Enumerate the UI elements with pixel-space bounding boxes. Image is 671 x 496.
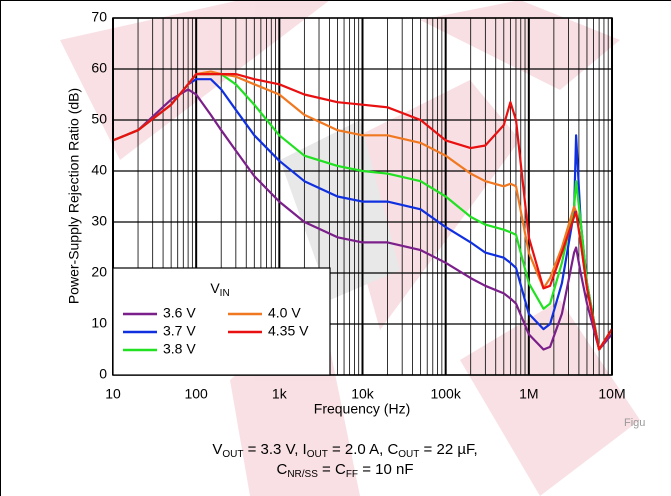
subscript: OUT bbox=[398, 449, 419, 460]
text-part: = 10 nF bbox=[358, 461, 413, 478]
x-tick-label: 1k bbox=[272, 386, 288, 402]
x-axis-label: Frequency (Hz) bbox=[314, 401, 410, 417]
y-tick-label: 50 bbox=[91, 111, 107, 127]
series-line bbox=[112, 88, 613, 351]
corner-note: Figu bbox=[624, 417, 645, 429]
x-tick-label: 1M bbox=[519, 386, 538, 402]
text-part: = 2.0 A, C bbox=[328, 441, 399, 458]
text-part: V bbox=[212, 441, 222, 458]
text-part: = 22 µF, bbox=[419, 441, 477, 458]
x-tick-label: 10M bbox=[598, 386, 625, 402]
y-axis-label: Power-Supply Rejection Ratio (dB) bbox=[66, 88, 82, 304]
y-tick-label: 10 bbox=[91, 315, 107, 331]
caption: CNR/SS = CFF = 10 nF bbox=[276, 461, 413, 480]
legend-title: VIN bbox=[210, 280, 229, 299]
legend-label: 3.6 V bbox=[163, 305, 196, 321]
legend-label: 3.8 V bbox=[163, 341, 196, 357]
subscript: NR/SS bbox=[287, 469, 318, 480]
text-part: V bbox=[210, 280, 220, 296]
series-line bbox=[112, 70, 613, 351]
y-tick-label: 40 bbox=[91, 162, 107, 178]
y-tick-label: 30 bbox=[91, 213, 107, 229]
subscript: FF bbox=[346, 469, 358, 480]
series-line bbox=[112, 73, 613, 351]
plot-frame bbox=[112, 17, 613, 376]
y-tick-label: 60 bbox=[91, 60, 107, 76]
x-tick-label: 10k bbox=[351, 386, 375, 402]
legend-label: 3.7 V bbox=[163, 323, 196, 339]
plot bbox=[112, 70, 613, 351]
y-tick-label: 0 bbox=[99, 366, 107, 382]
legend: VIN 3.6 V 3.7 V 3.8 V 4.0 V 4.35 V bbox=[112, 267, 331, 376]
legend-label: 4.0 V bbox=[268, 305, 301, 321]
subscript: OUT bbox=[307, 449, 328, 460]
subscript: IN bbox=[220, 288, 230, 299]
y-tick-label: 70 bbox=[91, 9, 107, 25]
x-tick-label: 100 bbox=[184, 386, 208, 402]
text-part: = 3.3 V, I bbox=[243, 441, 306, 458]
legend-label: 4.35 V bbox=[268, 323, 309, 339]
x-tick-label: 10 bbox=[105, 386, 121, 402]
y-tick-label: 20 bbox=[91, 264, 107, 280]
caption: VOUT = 3.3 V, IOUT = 2.0 A, COUT = 22 µF… bbox=[212, 441, 477, 460]
subscript: OUT bbox=[222, 449, 243, 460]
legend-box bbox=[112, 267, 331, 376]
text-part: = C bbox=[318, 461, 346, 478]
x-tick-label: 100k bbox=[430, 386, 461, 402]
text-part: C bbox=[276, 461, 287, 478]
